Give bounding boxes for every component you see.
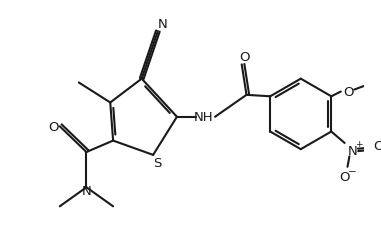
Text: S: S <box>153 156 161 169</box>
Text: O: O <box>239 51 250 64</box>
Text: N: N <box>158 18 168 31</box>
Text: O: O <box>48 120 58 133</box>
Text: O: O <box>339 170 350 183</box>
Text: −: − <box>348 166 357 176</box>
Text: N: N <box>347 144 357 157</box>
Text: N: N <box>82 184 91 197</box>
Text: NH: NH <box>194 111 213 124</box>
Text: O: O <box>374 140 381 153</box>
Text: +: + <box>355 140 363 149</box>
Text: O: O <box>343 86 354 99</box>
